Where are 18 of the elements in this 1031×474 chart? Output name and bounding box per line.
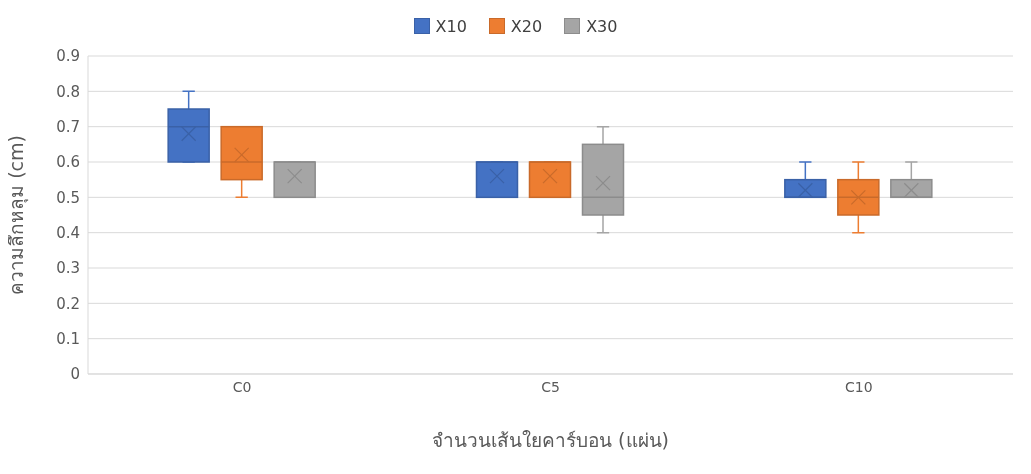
x-axis-title: จำนวนเส้นใยคาร์บอน (แผ่น) [432,429,669,451]
y-tick-label: 0.8 [56,82,80,101]
legend-label: X20 [509,16,543,36]
y-axis-title: ความลึกหลุม (cm) [4,135,29,295]
x-tick-label: C10 [845,378,873,395]
legend-label: X10 [434,16,467,36]
y-tick-label: 0.2 [56,294,80,313]
y-tick-label: 0.7 [56,117,80,136]
x-tick-label: C5 [541,378,560,395]
y-tick-label: 0.3 [56,259,80,278]
y-tick-label: 0.4 [56,223,80,242]
x-tick-label: C0 [232,378,252,395]
legend-label: X30 [585,16,618,36]
y-tick-label: 0.6 [56,153,80,172]
y-tick-label: 0.9 [56,47,80,66]
y-tick-label: 0.5 [56,188,80,207]
y-tick-label: 0.1 [56,329,80,348]
y-tick-label: 0 [70,365,80,384]
